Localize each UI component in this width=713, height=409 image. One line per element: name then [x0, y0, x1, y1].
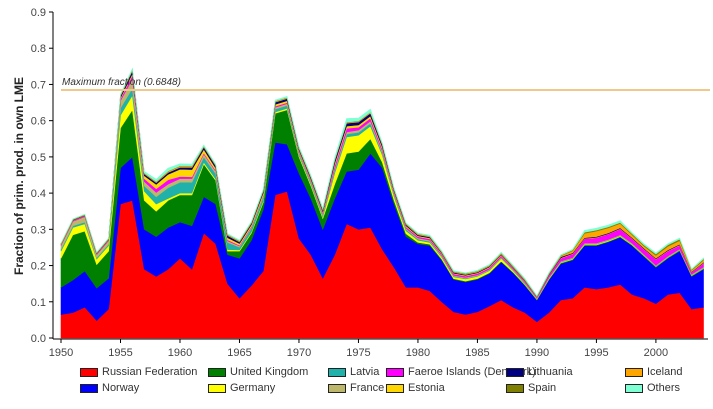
y-tick-label: 0.8: [31, 43, 46, 55]
legend-swatch: [80, 367, 98, 377]
y-tick-label: 0.1: [31, 297, 46, 309]
x-tick-label: 1995: [584, 347, 608, 359]
y-ticks: 0.0 0.1 0.2 0.3 0.4 0.5 0.6 0.7 0.8 0.9: [31, 7, 53, 345]
x-tick-label: 1970: [287, 347, 311, 359]
area-others: [60, 67, 704, 297]
y-tick-label: 0.4: [31, 188, 46, 200]
legend-item-spain: Spain: [506, 382, 556, 394]
legend-swatch: [328, 383, 346, 393]
legend-label: Russian Federation: [102, 366, 198, 378]
x-tick-label: 1965: [227, 347, 251, 359]
legend-swatch: [208, 367, 226, 377]
x-tick-label: 1980: [406, 347, 430, 359]
y-tick-label: 0.2: [31, 261, 46, 273]
x-tick-label: 1950: [49, 347, 73, 359]
legend-label: Iceland: [647, 366, 683, 378]
legend-item-estonia: Estonia: [386, 382, 445, 394]
x-tick-label: 1985: [465, 347, 489, 359]
axes: [52, 12, 708, 340]
legend-item-iceland: Iceland: [625, 366, 682, 378]
x-tick-label: 1975: [346, 347, 370, 359]
legend-label: Others: [647, 382, 681, 394]
legend-swatch: [208, 383, 226, 393]
y-tick-label: 0.9: [31, 7, 46, 19]
legend-item-france: France: [328, 382, 384, 394]
legend-swatch: [625, 383, 643, 393]
area-layers: [60, 67, 704, 339]
legend-label: Norway: [102, 382, 140, 394]
legend-label: Estonia: [408, 382, 445, 394]
legend-swatch: [625, 367, 643, 377]
legend-swatch: [386, 383, 404, 393]
y-tick-label: 0.0: [31, 333, 46, 345]
legend-swatch: [328, 367, 346, 377]
x-tick-label: 1990: [525, 347, 549, 359]
legend-item-russian-federation: Russian Federation: [80, 366, 197, 378]
x-tick-label: 2000: [644, 347, 668, 359]
legend-item-faeroe-islands-denmark: Faeroe Islands (Denmark): [386, 366, 536, 378]
y-tick-label: 0.7: [31, 79, 46, 91]
y-axis-title: Fraction of prim. prod. in own LME: [12, 77, 26, 275]
legend-label: France: [350, 382, 385, 394]
legend-label: Faeroe Islands (Denmark): [408, 366, 536, 378]
legend-label: Lithuania: [528, 366, 573, 378]
legend-item-latvia: Latvia: [328, 366, 379, 378]
legend-swatch: [80, 383, 98, 393]
legend-item-germany: Germany: [208, 382, 275, 394]
legend-swatch: [506, 367, 524, 377]
y-tick-label: 0.3: [31, 224, 46, 236]
maximum-fraction-label: Maximum fraction (0.6848): [62, 77, 181, 88]
x-tick-label: 1960: [168, 347, 192, 359]
legend-item-united-kingdom: United Kingdom: [208, 366, 308, 378]
legend-label: Germany: [230, 382, 276, 394]
legend-item-norway: Norway: [80, 382, 139, 394]
legend-item-others: Others: [625, 382, 680, 394]
legend-swatch: [386, 367, 404, 377]
legend-label: Latvia: [350, 366, 380, 378]
y-tick-label: 0.5: [31, 152, 46, 164]
legend-label: United Kingdom: [230, 366, 309, 378]
legend-swatch: [506, 383, 524, 393]
x-ticks: 1950 1955 1960 1965 1970 1975 1980 1985 1990 1995…: [49, 339, 668, 359]
x-tick-label: 1955: [108, 347, 132, 359]
legend-label: Spain: [528, 382, 557, 394]
legend-item-lithuania: Lithuania: [506, 366, 573, 378]
y-tick-label: 0.6: [31, 116, 46, 128]
